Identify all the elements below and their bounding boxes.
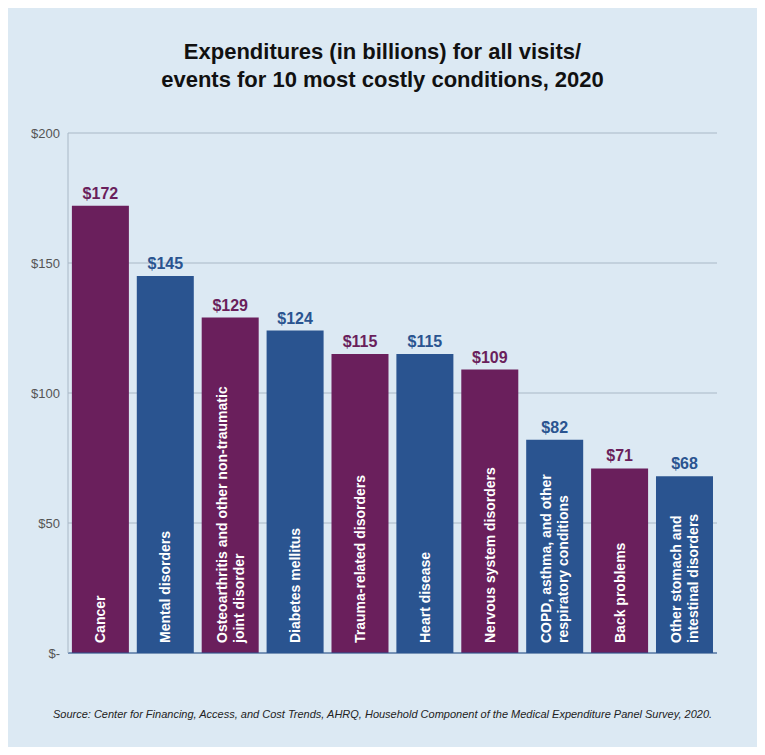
svg-text:Mental disorders: Mental disorders (157, 531, 173, 643)
svg-text:$129: $129 (212, 297, 248, 314)
svg-text:$100: $100 (31, 386, 60, 401)
svg-text:COPD, asthma, and other: COPD, asthma, and other (538, 474, 554, 643)
svg-text:intestinal disorders: intestinal disorders (685, 514, 701, 643)
html-text:Source: Center for Financing,: Source: Center for Financing, Access, an… (52, 708, 713, 720)
svg-text:Osteoarthritis and other non-t: Osteoarthritis and other non-traumatic (214, 386, 230, 643)
svg-text:Other stomach and: Other stomach and (668, 515, 684, 643)
svg-text:respiratory conditions: respiratory conditions (555, 495, 571, 643)
svg-text:$115: $115 (408, 333, 443, 350)
svg-text:$145: $145 (147, 255, 183, 272)
svg-text:$115: $115 (343, 333, 378, 350)
svg-text:$172: $172 (83, 185, 119, 202)
html-text:Expenditures (in billions) for: Expenditures (in billions) for all visit… (161, 39, 604, 92)
svg-text:$109: $109 (472, 349, 508, 366)
svg-text:$82: $82 (541, 419, 568, 436)
svg-text:Back problems: Back problems (612, 542, 628, 643)
svg-text:Nervous system disorders: Nervous system disorders (482, 467, 498, 643)
svg-text:Cancer: Cancer (92, 595, 108, 643)
svg-text:$68: $68 (671, 455, 698, 472)
svg-text:$200: $200 (31, 126, 60, 141)
svg-text:Trauma-related disorders: Trauma-related disorders (352, 475, 368, 643)
svg-text:$150: $150 (31, 256, 60, 271)
svg-text:Diabetes mellitus: Diabetes mellitus (287, 528, 303, 643)
svg-text:$50: $50 (38, 516, 60, 531)
svg-text:joint disorder: joint disorder (231, 553, 247, 644)
svg-text:Heart disease: Heart disease (417, 552, 433, 643)
svg-text:$-: $- (48, 646, 60, 661)
svg-text:$124: $124 (277, 310, 313, 327)
svg-text:$71: $71 (606, 447, 633, 464)
